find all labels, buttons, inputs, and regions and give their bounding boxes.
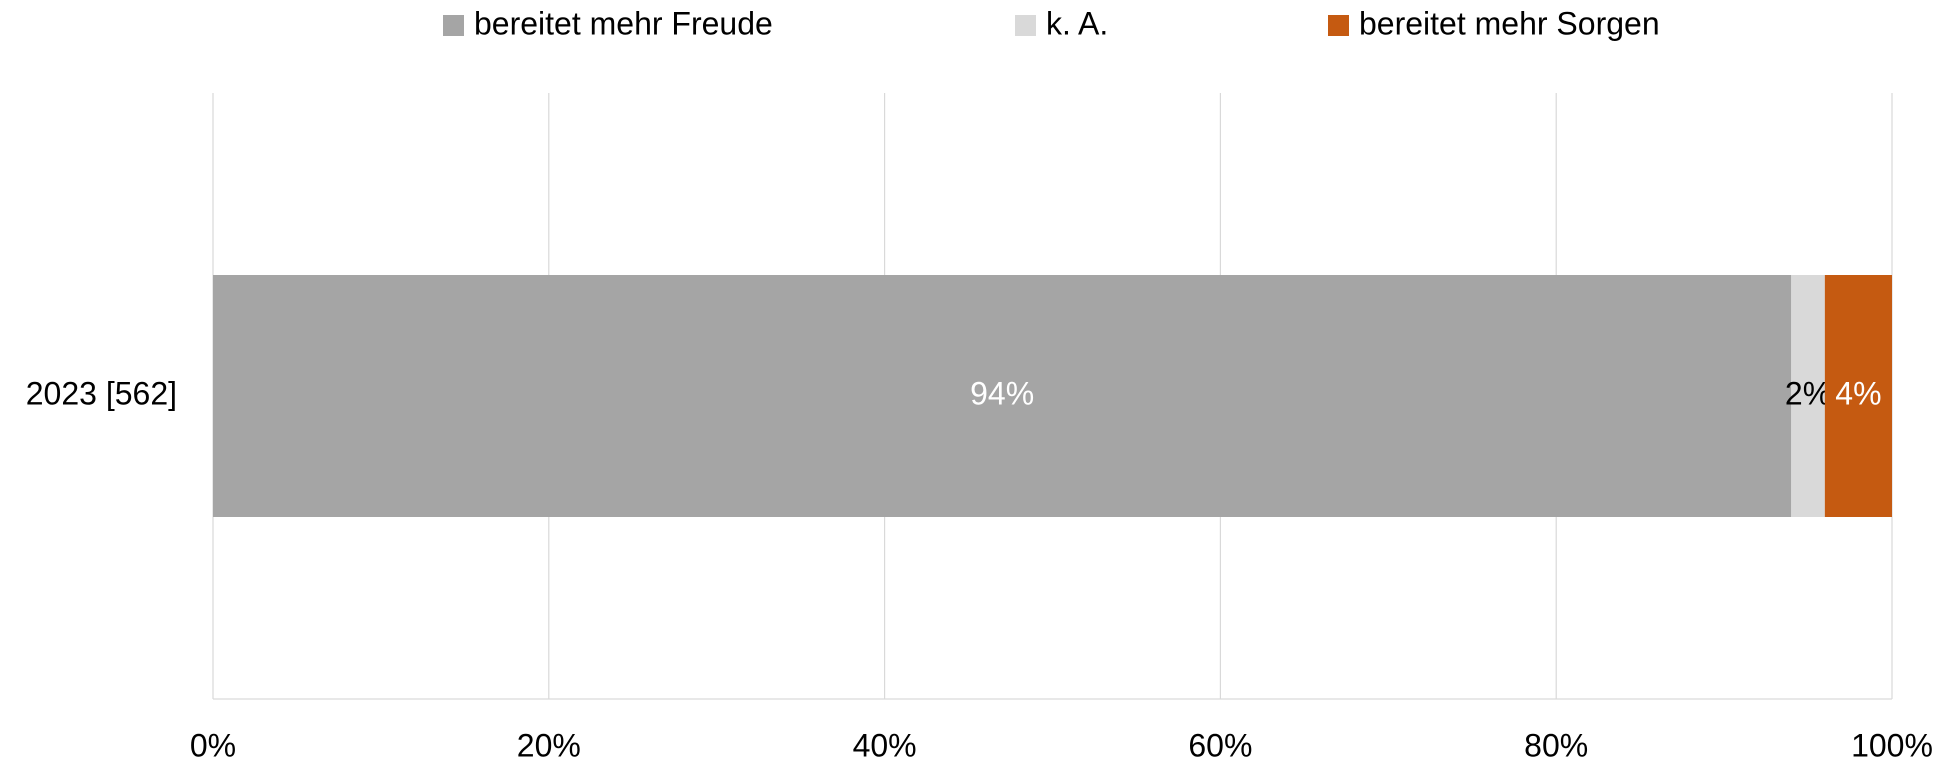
legend-label: bereitet mehr Sorgen — [1359, 5, 1660, 41]
x-tick-label: 100% — [1851, 727, 1933, 763]
legend-swatch — [1328, 15, 1349, 36]
x-tick-label: 40% — [853, 727, 917, 763]
x-tick-label: 20% — [517, 727, 581, 763]
bar-segment — [1791, 275, 1825, 517]
y-tick-label: 2023 [562] — [26, 375, 177, 411]
legend-swatch — [443, 15, 464, 36]
x-tick-label: 60% — [1188, 727, 1252, 763]
legend-label: bereitet mehr Freude — [474, 5, 773, 41]
x-tick-label: 0% — [190, 727, 236, 763]
data-label: 4% — [1835, 375, 1881, 411]
x-tick-label: 80% — [1524, 727, 1588, 763]
data-label: 94% — [970, 375, 1034, 411]
legend-label: k. A. — [1046, 5, 1108, 41]
bar-segment — [1824, 275, 1892, 517]
legend-swatch — [1015, 15, 1036, 36]
bar-segment — [213, 275, 1792, 517]
data-label: 2% — [1785, 375, 1831, 411]
